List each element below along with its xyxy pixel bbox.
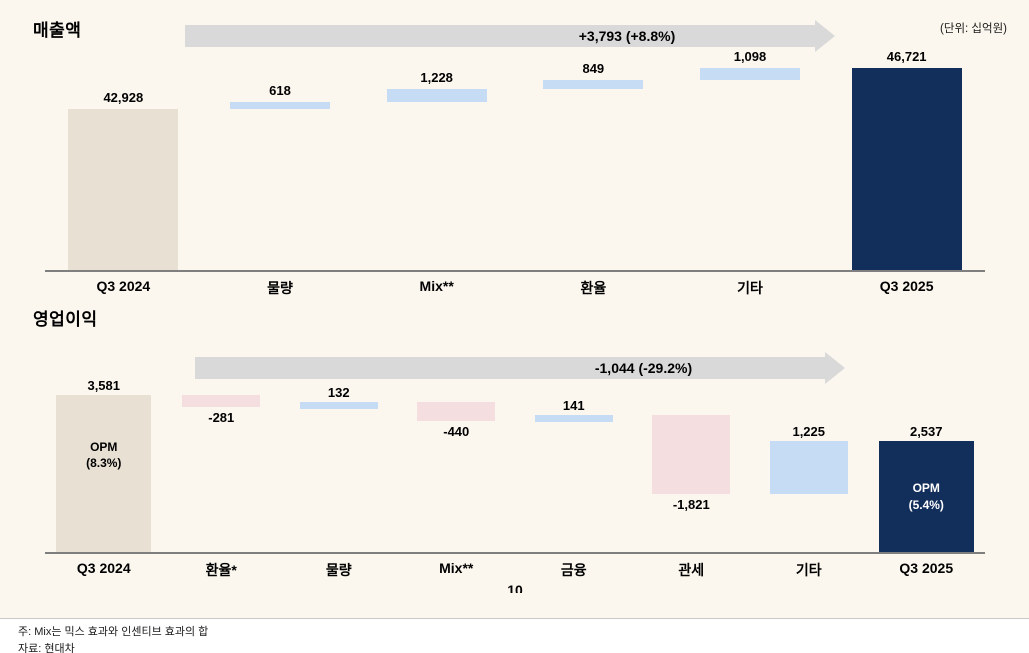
waterfall-bar: [700, 68, 800, 80]
bar-value-label: 1,098: [733, 49, 767, 64]
x-axis-label: 환율: [580, 280, 607, 296]
waterfall-bar: [68, 108, 179, 270]
waterfall-bar: [230, 102, 330, 110]
revenue-change-arrow: +3,793 (+8.8%): [185, 20, 835, 52]
operating-profit-change-label: -1,044 (-29.2%): [594, 360, 693, 376]
footnote-mix: 주: Mix는 믹스 효과와 인센티브 효과의 합: [18, 626, 209, 638]
revenue-change-label: +3,793 (+8.8%): [578, 28, 676, 44]
x-axis-label: Q3 2024: [76, 560, 131, 576]
arrow-body: [185, 25, 815, 47]
x-axis-label: Mix**: [419, 278, 454, 294]
arrow-body: [195, 357, 825, 379]
x-axis-label: Q3 2024: [96, 278, 151, 294]
x-axis-label: 금융: [560, 562, 587, 578]
bar-value-label: 132: [327, 384, 350, 400]
waterfall-bar: [534, 414, 613, 422]
operating-profit-change-arrow: -1,044 (-29.2%): [195, 352, 845, 384]
bar-value-label: 141: [562, 397, 585, 413]
bar-value-label: 46,721: [886, 49, 927, 64]
x-axis-label: 기타: [737, 280, 763, 296]
bar-value-label: 42,928: [103, 89, 144, 105]
waterfall-bar: [769, 440, 848, 495]
arrow-head-icon: [815, 20, 835, 52]
bar-value-label: 1,228: [420, 70, 453, 85]
revenue-chart-title: 매출액: [33, 21, 82, 40]
waterfall-bar: OPM (8.3%): [56, 395, 152, 552]
page-number: 10: [507, 582, 523, 593]
operating-profit-plot-area: OPM (8.3%) 3,581 -281 132 -440 141 -1,821 1,225…: [45, 378, 985, 552]
bar-value-label: -1,821: [672, 497, 710, 513]
waterfall-bar: [543, 79, 644, 89]
x-axis-label: 물량: [325, 562, 352, 578]
bar-value-label: 3,581: [87, 378, 121, 393]
waterfall-bar: [851, 68, 962, 270]
chart-canvas: 매출액 (단위: 십억원) +3,793 (+8.8%) 42,928 618 1,…: [0, 0, 1029, 618]
revenue-plot-area: 42,928 618 1,228 849 1,098 46,721: [45, 49, 985, 270]
waterfall-bar: [386, 89, 487, 103]
x-axis-label: 환율*: [205, 562, 237, 578]
waterfall-bar: [652, 414, 731, 495]
x-axis-label: Mix**: [439, 560, 474, 576]
x-axis-label: Q3 2025: [899, 560, 954, 576]
waterfall-bar: OPM (5.4%): [878, 440, 974, 552]
operating-profit-axis-line: [45, 552, 985, 554]
bar-value-label: -440: [443, 423, 470, 439]
revenue-x-axis: Q3 2024 물량 Mix** 환율 기타 Q3 2025: [45, 278, 985, 298]
x-axis-label: 기타: [795, 562, 822, 578]
opm-label: OPM (8.3%): [86, 439, 122, 470]
arrow-head-icon: [825, 352, 845, 384]
bar-value-label: 1,225: [792, 423, 826, 439]
bar-value-label: 618: [269, 83, 291, 99]
operating-profit-chart-title: 영업이익: [33, 310, 98, 329]
waterfall-bar: [182, 395, 261, 408]
opm-label: OPM (5.4%): [908, 481, 944, 512]
unit-label: (단위: 십억원): [940, 23, 1007, 35]
bar-value-label: 2,537: [909, 423, 943, 439]
x-axis-label: Q3 2025: [879, 278, 934, 294]
bar-value-label: -281: [208, 410, 235, 426]
waterfall-bar: [299, 401, 378, 409]
revenue-axis-line: [45, 270, 985, 272]
waterfall-bar: [417, 401, 496, 421]
x-axis-label: 관세: [678, 562, 705, 578]
x-axis-label: 물량: [267, 280, 293, 296]
footnote-source: 자료: 현대차: [18, 643, 75, 653]
operating-profit-x-axis: Q3 2024 환율* 물량 Mix** 금융 관세 기타 Q3 2025: [45, 560, 985, 580]
footnotes: 주: Mix는 믹스 효과와 인센티브 효과의 합 자료: 현대차: [0, 618, 1029, 653]
bar-value-label: 849: [582, 60, 605, 76]
